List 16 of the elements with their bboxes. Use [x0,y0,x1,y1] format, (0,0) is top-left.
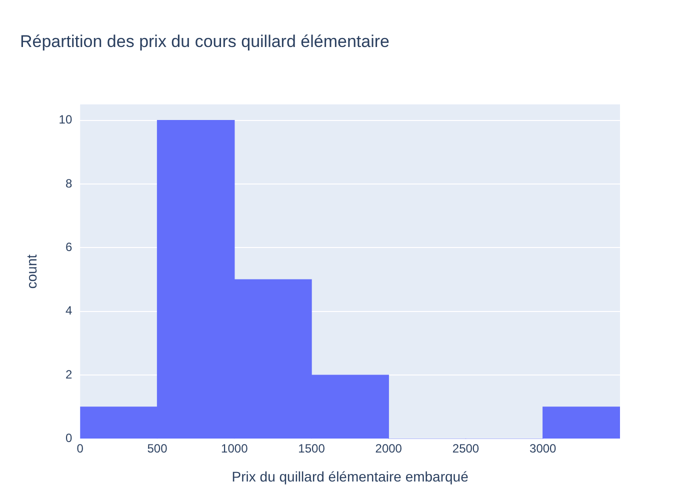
y-tick-label: 6 [65,240,72,254]
x-tick-label: 2500 [452,441,480,456]
x-tick-label: 3000 [530,441,557,456]
x-tick-label: 1000 [221,441,248,456]
y-tick-label: 10 [58,112,72,127]
y-tick-label: 8 [65,176,72,190]
chart-title: Répartition des prix du cours quillard élémentaire [20,32,390,51]
y-tick-label: 4 [65,304,72,318]
y-axis-title: count [23,254,40,289]
x-tick-label: 1500 [298,441,326,456]
x-tick-label: 0 [76,441,84,456]
x-axis-title: Prix du quillard élémentaire embarqué [232,468,469,484]
x-tick-label: 2000 [375,441,402,456]
x-tick-label: 500 [147,441,168,456]
y-tick-label: 0 [65,431,72,446]
y-tick-label: 2 [65,367,72,382]
